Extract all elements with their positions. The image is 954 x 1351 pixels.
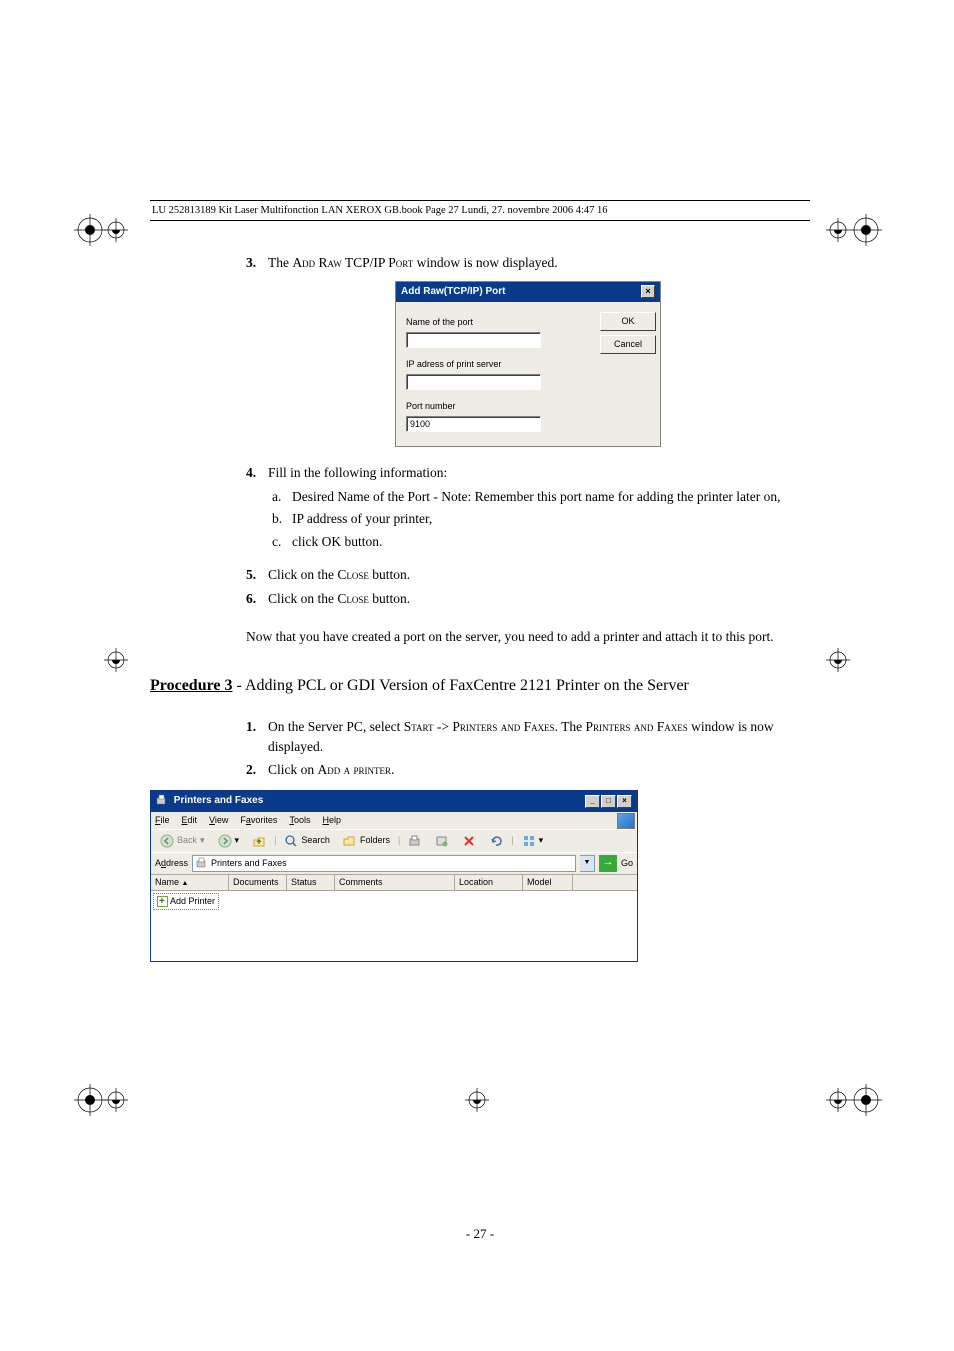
ok-button[interactable]: OK [600, 312, 656, 331]
forward-button[interactable]: ▾ [213, 832, 245, 850]
port-number-input[interactable]: 9100 [406, 416, 541, 432]
search-button[interactable]: Search [279, 832, 335, 850]
address-dropdown-icon[interactable]: ▼ [580, 855, 595, 872]
crop-mark-icon [826, 1070, 886, 1130]
add-raw-port-dialog: Add Raw(TCP/IP) Port × Name of the port … [395, 281, 661, 448]
toolbar: Back ▾ ▾ | Search Folders | [151, 829, 637, 852]
port-name-input[interactable] [406, 332, 541, 348]
delete-icon[interactable] [457, 832, 481, 850]
add-printer-item[interactable]: Add Printer [153, 893, 219, 910]
crop-mark-icon [68, 1070, 128, 1130]
views-button[interactable]: ▾ [517, 832, 549, 850]
col-comments[interactable]: Comments [335, 875, 455, 891]
minimize-icon[interactable]: _ [585, 795, 600, 808]
menu-tools[interactable]: Tools [289, 814, 310, 827]
address-input[interactable]: Printers and Faxes [192, 855, 576, 872]
close-icon[interactable]: × [617, 795, 632, 808]
label-port-number: Port number [406, 400, 592, 413]
menu-help[interactable]: Help [322, 814, 341, 827]
step-6: 6. Click on the Close button. [246, 589, 810, 609]
header-text: LU 252813189 Kit Laser Multifonction LAN… [150, 205, 608, 216]
window-titlebar: Printers and Faxes _ □ × [151, 791, 637, 812]
go-button[interactable]: → [599, 855, 617, 872]
col-location[interactable]: Location [455, 875, 523, 891]
crop-mark-icon [68, 200, 128, 260]
address-bar: Address Printers and Faxes ▼ → Go [151, 852, 637, 874]
col-status[interactable]: Status [287, 875, 335, 891]
cancel-button[interactable]: Cancel [600, 335, 656, 354]
col-model[interactable]: Model [523, 875, 573, 891]
step-4a: a.Desired Name of the Port - Note: Remem… [272, 487, 810, 507]
menubar: File Edit View Favorites Tools Help [151, 812, 637, 829]
menu-file[interactable]: File [155, 814, 170, 827]
crop-mark-icon [826, 630, 886, 690]
col-documents[interactable]: Documents [229, 875, 287, 891]
page-number: - 27 - [150, 1226, 810, 1242]
up-button[interactable] [247, 832, 271, 850]
procedure-3-heading: Procedure 3 - Adding PCL or GDI Version … [150, 674, 810, 697]
back-button[interactable]: Back ▾ [155, 832, 210, 850]
printers-faxes-window: Printers and Faxes _ □ × File Edit View … [150, 790, 638, 962]
ip-input[interactable] [406, 374, 541, 390]
page-content: LU 252813189 Kit Laser Multifonction LAN… [150, 200, 810, 962]
dialog-title: Add Raw(TCP/IP) Port [401, 285, 505, 300]
toolbar-icon-4[interactable] [484, 832, 508, 850]
step-4c: c.click OK button. [272, 532, 810, 552]
step-5: 5. Click on the Close button. [246, 565, 810, 585]
label-port-name: Name of the port [406, 316, 592, 329]
window-title: Printers and Faxes [174, 795, 263, 806]
crop-mark-icon [826, 200, 886, 260]
windows-logo-icon [617, 813, 635, 829]
proc3-step-1: 1. On the Server PC, select Start -> Pri… [246, 717, 810, 756]
list-area: Add Printer [151, 891, 637, 961]
add-printer-icon [157, 896, 168, 907]
crop-mark-icon [447, 1070, 507, 1130]
col-name[interactable]: Name ▲ [151, 875, 229, 891]
close-icon[interactable]: × [641, 285, 655, 298]
folders-button[interactable]: Folders [338, 832, 395, 850]
menu-favorites[interactable]: Favorites [240, 814, 277, 827]
maximize-icon[interactable]: □ [601, 795, 616, 808]
step-4: 4. Fill in the following information: [246, 463, 810, 483]
dialog-titlebar: Add Raw(TCP/IP) Port × [396, 282, 660, 303]
step-3: 3. The Add Raw TCP/IP Port window is now… [246, 253, 810, 273]
toolbar-icon-1[interactable] [403, 832, 427, 850]
label-ip: IP adress of print server [406, 358, 592, 371]
crop-mark-icon [68, 630, 128, 690]
proc3-step-2: 2. Click on Add a printer. [246, 760, 810, 780]
menu-view[interactable]: View [209, 814, 228, 827]
menu-edit[interactable]: Edit [182, 814, 198, 827]
page-header: LU 252813189 Kit Laser Multifonction LAN… [150, 200, 810, 221]
column-headers: Name ▲ Documents Status Comments Locatio… [151, 874, 637, 891]
toolbar-icon-2[interactable] [430, 832, 454, 850]
transition-paragraph: Now that you have created a port on the … [246, 627, 810, 647]
step-4b: b.IP address of your printer, [272, 509, 810, 529]
